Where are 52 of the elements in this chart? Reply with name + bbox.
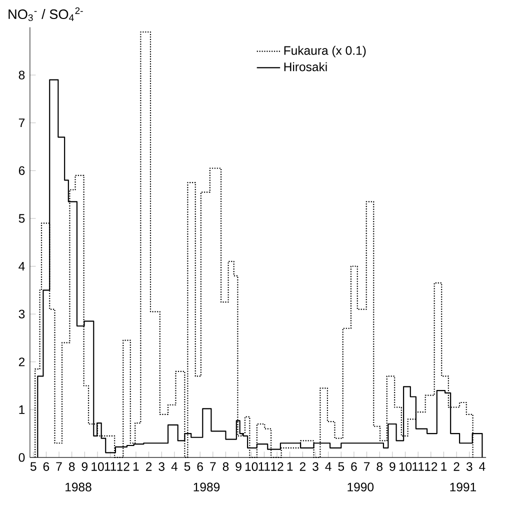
text: 1991 xyxy=(450,482,476,492)
text: 1988 xyxy=(66,482,92,492)
y-axis-title: NO$_{3}$$^{-}$ / SO$_{4}$2- xyxy=(8,7,83,22)
x-tick-label: 4 xyxy=(325,462,332,471)
x-tick-label: 8 xyxy=(68,462,75,472)
x-tick-label: 1 xyxy=(441,462,447,471)
x-tick-label: 3 xyxy=(466,462,472,472)
x-tick-label: 10 xyxy=(399,462,412,472)
text: 1989 xyxy=(194,482,220,492)
x-tick-label: 12 xyxy=(425,462,438,471)
x-tick-label: 9 xyxy=(82,462,88,472)
legend-label: Hirosaki xyxy=(284,62,327,72)
y-tick-label: 1 xyxy=(19,406,25,414)
x-tick-label: 3 xyxy=(312,462,318,472)
x-tick-label: 6 xyxy=(43,462,50,472)
x-tick-label: 7 xyxy=(56,462,62,471)
x-tick-label: 10 xyxy=(92,462,104,472)
y-tick-label: 2 xyxy=(18,358,25,366)
x-tick-label: 11 xyxy=(412,462,424,471)
x-tick-label: 2 xyxy=(300,462,306,471)
x-tick-label: 2 xyxy=(454,462,460,471)
y-tick-label: 0 xyxy=(18,453,25,462)
x-tick-label: 9 xyxy=(390,462,396,472)
legend-label: Fukaura (x 0.1) xyxy=(284,46,366,58)
x-tick-label: 10 xyxy=(246,462,258,472)
x-tick-label: 5 xyxy=(184,462,190,471)
y-tick-label: 3 xyxy=(18,310,25,318)
x-tick-label: 7 xyxy=(364,462,370,471)
y-tick-label: 5 xyxy=(18,214,25,223)
y-tick-label: 6 xyxy=(18,166,25,176)
x-tick-label: 5 xyxy=(338,462,344,471)
x-tick-label: 11 xyxy=(104,462,116,471)
y-tick-label: 8 xyxy=(18,70,25,80)
x-tick-label: 4 xyxy=(479,462,486,471)
x-tick-label: 1 xyxy=(287,462,293,471)
x-tick-label: 8 xyxy=(376,462,382,472)
x-tick-label: 2 xyxy=(146,462,152,471)
text: 1990 xyxy=(348,482,374,492)
x-tick-label: 9 xyxy=(236,462,242,472)
x-tick-label: 8 xyxy=(222,462,229,472)
x-tick-label: 3 xyxy=(158,462,164,472)
x-tick-label: 4 xyxy=(171,462,178,471)
x-tick-label: 5 xyxy=(30,462,36,471)
x-tick-label: 11 xyxy=(258,462,270,471)
x-tick-label: 6 xyxy=(197,462,203,472)
y-tick-label: 4 xyxy=(18,262,25,271)
x-tick-label: 12 xyxy=(117,462,130,471)
x-tick-label: 7 xyxy=(210,462,216,471)
x-tick-label: 12 xyxy=(271,462,284,471)
x-tick-label: 1 xyxy=(133,462,139,471)
y-tick-label: 7 xyxy=(18,118,25,128)
x-tick-label: 6 xyxy=(351,462,357,472)
